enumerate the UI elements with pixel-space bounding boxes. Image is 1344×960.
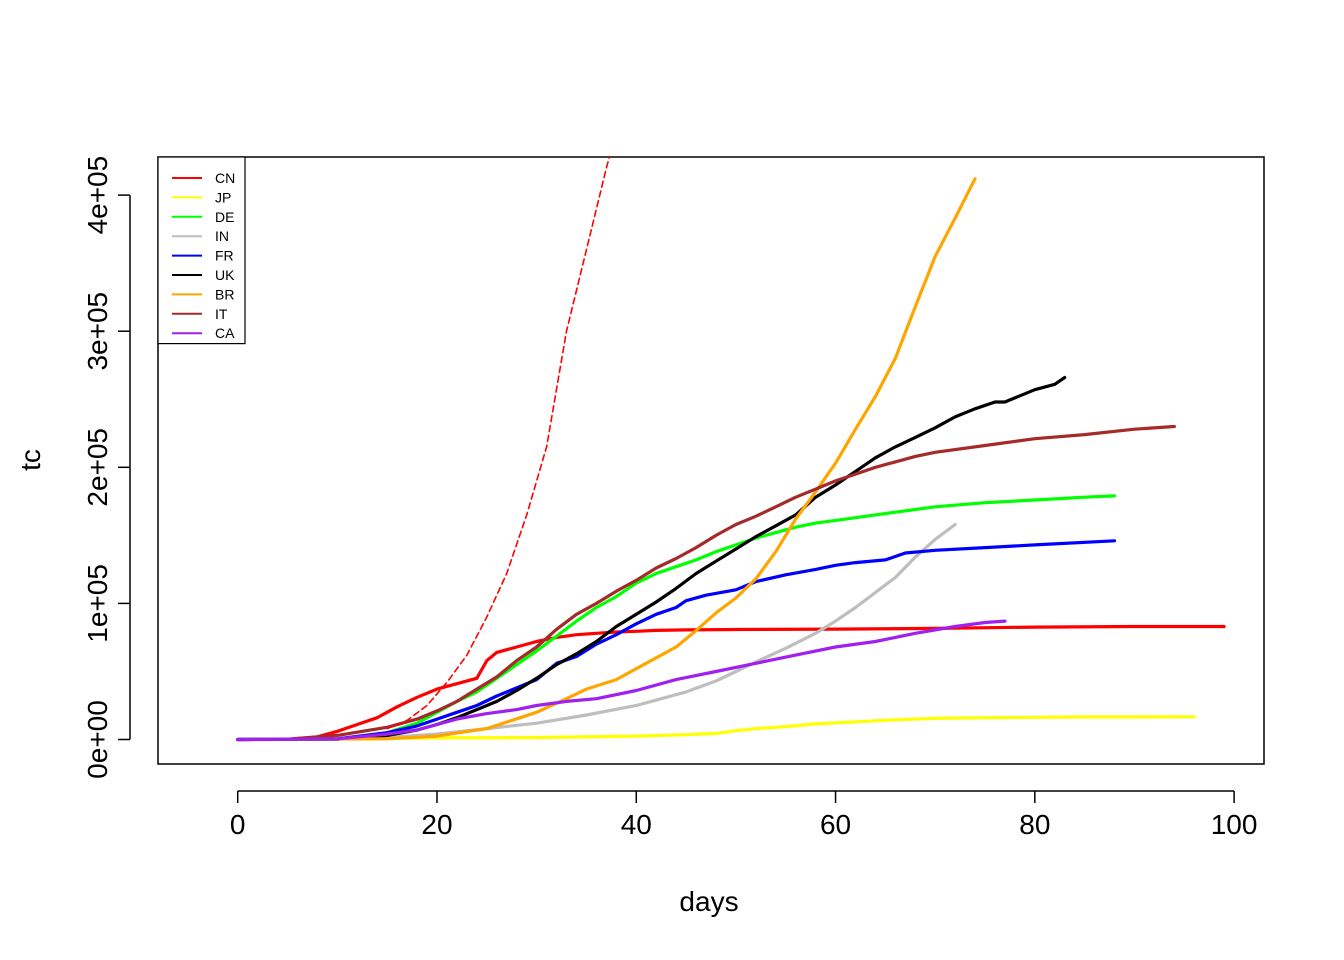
legend-label-ca: CA [215, 325, 235, 341]
legend-label-jp: JP [215, 189, 231, 205]
x-axis-title: days [679, 886, 738, 917]
series-line-cn [236, 624, 1226, 742]
series-layer [236, 157, 1226, 742]
series-line-jp [236, 715, 1196, 742]
legend-label-br: BR [215, 286, 234, 302]
legend-label-de: DE [215, 209, 234, 225]
legend-label-it: IT [215, 306, 228, 322]
series-line-dashed [386, 157, 611, 730]
series-line-de [236, 494, 1117, 742]
y-tick-label: 4e+05 [82, 156, 113, 235]
legend: CN JP DE IN FR UK BR IT CA [157, 156, 246, 345]
y-tick-label: 0e+00 [82, 700, 113, 779]
x-tick-label: 100 [1211, 809, 1258, 840]
series-line-uk [236, 375, 1067, 742]
series-line-it [236, 424, 1176, 742]
x-axis: 0 20 40 60 80 100 [230, 790, 1258, 840]
series-line-br [236, 177, 977, 742]
x-tick-label: 20 [421, 809, 452, 840]
series-line-ca [236, 619, 1007, 742]
legend-label-cn: CN [215, 170, 235, 186]
x-tick-label: 40 [621, 809, 652, 840]
x-tick-label: 0 [230, 809, 246, 840]
series-line-fr [236, 539, 1117, 742]
x-tick-label: 80 [1019, 809, 1050, 840]
legend-label-in: IN [215, 228, 229, 244]
y-axis-title: tc [15, 449, 46, 471]
legend-box [157, 156, 246, 345]
y-axis: 0e+00 1e+05 2e+05 3e+05 4e+05 [82, 156, 131, 779]
y-tick-label: 3e+05 [82, 292, 113, 371]
legend-label-uk: UK [215, 267, 235, 283]
plot-frame [157, 156, 1265, 765]
y-tick-label: 1e+05 [82, 564, 113, 643]
x-tick-label: 60 [820, 809, 851, 840]
legend-label-fr: FR [215, 248, 234, 264]
y-tick-label: 2e+05 [82, 428, 113, 507]
